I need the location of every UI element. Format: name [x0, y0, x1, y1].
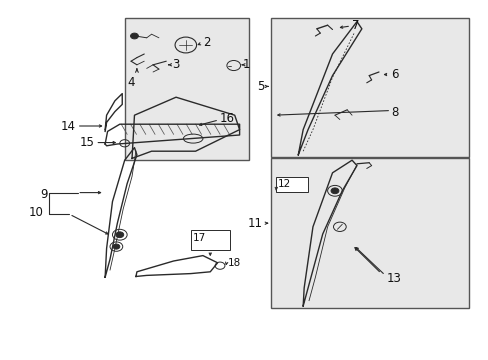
Text: 6: 6 — [390, 68, 398, 81]
Text: 18: 18 — [227, 258, 240, 268]
Text: 14: 14 — [61, 120, 76, 132]
Bar — [271, 158, 468, 308]
Circle shape — [330, 188, 338, 194]
Text: 16: 16 — [220, 112, 235, 125]
Circle shape — [116, 232, 123, 238]
Text: 13: 13 — [386, 273, 400, 285]
Text: 11: 11 — [247, 217, 263, 230]
Circle shape — [113, 244, 120, 249]
Text: 7: 7 — [351, 19, 359, 32]
Circle shape — [130, 33, 138, 39]
Bar — [271, 18, 468, 157]
Bar — [124, 18, 249, 160]
Bar — [190, 230, 229, 250]
Text: 17: 17 — [193, 233, 206, 243]
Text: 15: 15 — [80, 136, 94, 149]
Text: 9: 9 — [41, 188, 48, 201]
Text: 3: 3 — [172, 58, 180, 71]
Text: 1: 1 — [243, 58, 250, 71]
Bar — [276, 177, 307, 192]
Text: 10: 10 — [29, 206, 44, 219]
Text: 12: 12 — [277, 179, 290, 189]
Text: 8: 8 — [390, 106, 398, 119]
Text: 2: 2 — [203, 36, 210, 49]
Text: 4: 4 — [127, 76, 135, 89]
Text: 5: 5 — [256, 80, 264, 93]
